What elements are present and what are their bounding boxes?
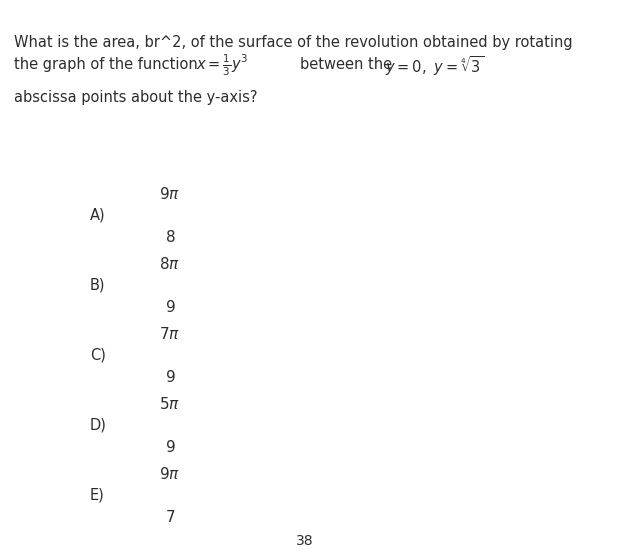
Text: $5\pi$: $5\pi$ bbox=[160, 396, 180, 412]
Text: 38: 38 bbox=[296, 534, 314, 548]
Text: $9$: $9$ bbox=[165, 299, 175, 315]
Text: What is the area, br^2, of the surface of the revolution obtained by rotating: What is the area, br^2, of the surface o… bbox=[14, 35, 573, 50]
Text: $7$: $7$ bbox=[165, 509, 175, 525]
Text: between the: between the bbox=[300, 57, 392, 72]
Text: C): C) bbox=[90, 348, 106, 362]
Text: D): D) bbox=[90, 418, 107, 432]
Text: $9\pi$: $9\pi$ bbox=[160, 466, 180, 482]
Text: A): A) bbox=[90, 208, 106, 222]
Text: $9$: $9$ bbox=[165, 369, 175, 385]
Text: $x=\frac{1}{3}y^{3}$: $x=\frac{1}{3}y^{3}$ bbox=[196, 53, 249, 78]
Text: E): E) bbox=[90, 488, 105, 502]
Text: $9\pi$: $9\pi$ bbox=[160, 186, 180, 202]
Text: $9$: $9$ bbox=[165, 439, 175, 455]
Text: the graph of the function: the graph of the function bbox=[14, 57, 198, 72]
Text: B): B) bbox=[90, 278, 106, 292]
Text: $y=0,\ y=\sqrt[4]{3}$: $y=0,\ y=\sqrt[4]{3}$ bbox=[385, 54, 484, 78]
Text: abscissa points about the y-axis?: abscissa points about the y-axis? bbox=[14, 90, 257, 105]
Text: $8$: $8$ bbox=[165, 229, 175, 245]
Text: $7\pi$: $7\pi$ bbox=[160, 326, 180, 342]
Text: $8\pi$: $8\pi$ bbox=[160, 256, 180, 272]
